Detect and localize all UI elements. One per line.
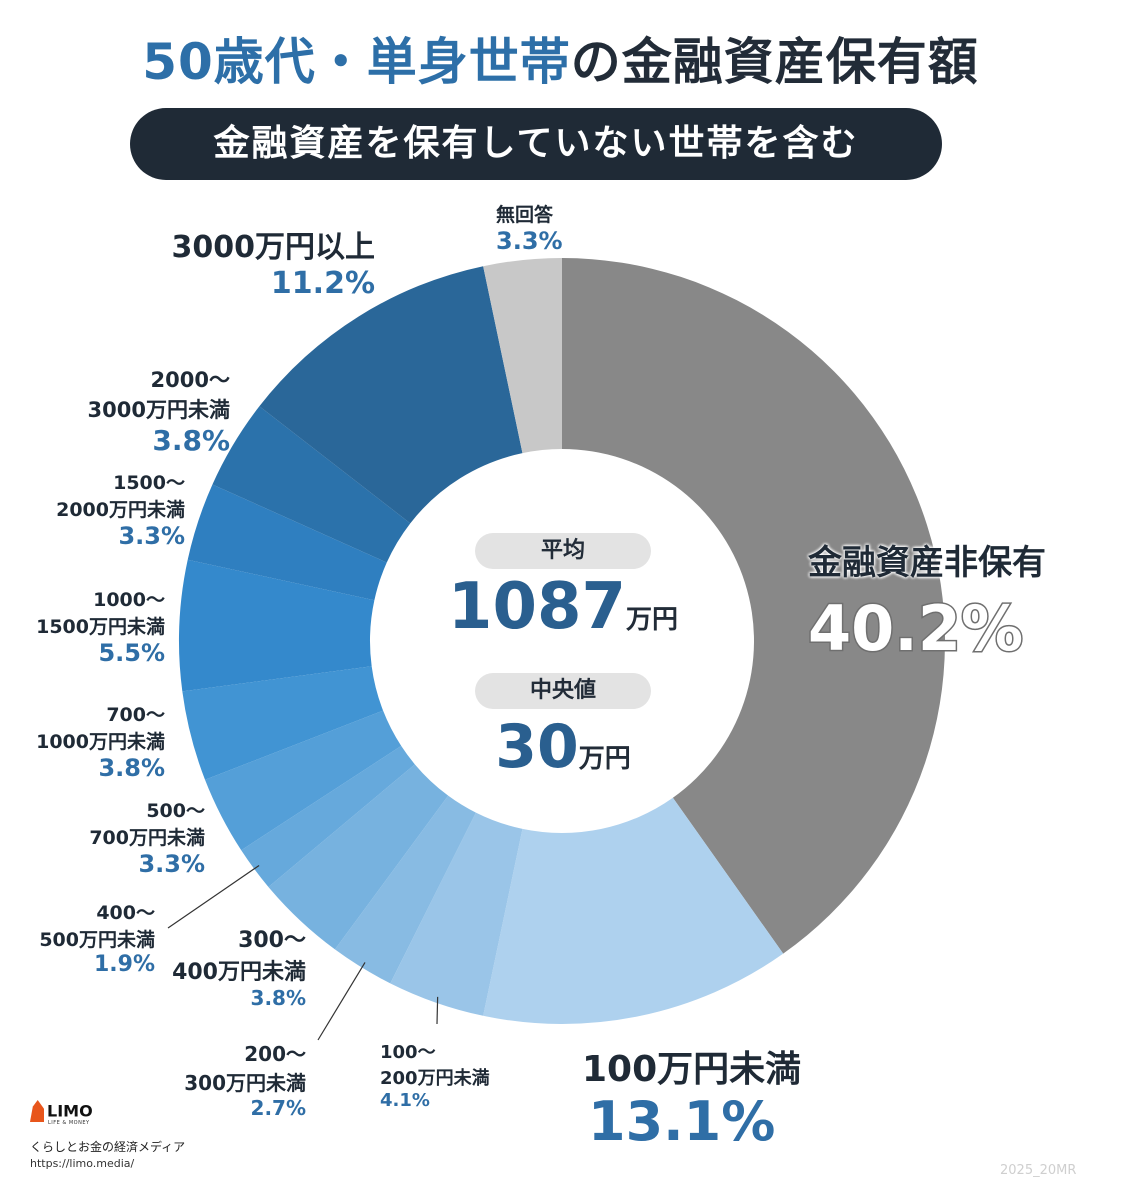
label-2000-3000: 2000〜 3000万円未満 3.8% xyxy=(88,364,230,457)
label-under100-pct: 13.1% xyxy=(588,1090,776,1153)
label-200-300: 200〜 300万円未満 2.7% xyxy=(184,1038,306,1120)
median-label: 中央値 xyxy=(475,673,651,709)
donut-slice-10 xyxy=(212,406,411,563)
logo-sub: LIFE & MONEY xyxy=(48,1120,90,1126)
label-500-700-line2: 700万円未満 xyxy=(89,827,205,849)
label-200-300-line2: 300万円未満 xyxy=(184,1071,306,1095)
donut-slice-6 xyxy=(205,710,402,851)
label-3000-over-pct: 11.2% xyxy=(270,266,375,301)
label-no-answer: 無回答 3.3% xyxy=(496,200,563,255)
label-200-300-pct: 2.7% xyxy=(250,1096,306,1120)
average-number: 1087 xyxy=(447,570,627,644)
donut-slice-1 xyxy=(483,797,784,1024)
label-300-400: 300〜 400万円未満 3.8% xyxy=(172,922,306,1010)
label-700-1000-pct: 3.8% xyxy=(98,754,165,782)
label-3000-over-name: 3000万円以上 xyxy=(171,230,376,265)
label-non-holding-pct: 40.2% xyxy=(806,591,1024,667)
limo-logo: LIMO LIFE & MONEY xyxy=(30,1100,93,1126)
donut-slice-3 xyxy=(334,795,476,984)
label-2000-3000-pct: 3.8% xyxy=(152,424,230,457)
label-100-200-line2: 200万円未満 xyxy=(380,1068,490,1089)
label-700-1000-line2: 1000万円未満 xyxy=(36,731,165,753)
label-1500-2000-pct: 3.3% xyxy=(118,522,185,550)
label-3000-over: 3000万円以上 11.2% xyxy=(172,222,376,301)
label-100-200-line1: 100〜 xyxy=(380,1042,436,1063)
label-300-400-pct: 3.8% xyxy=(250,986,306,1010)
page-title: 50歳代・単身世帯の金融資産保有額 xyxy=(0,22,1121,94)
label-400-500: 400〜 500万円未満 1.9% xyxy=(39,898,155,977)
title-highlight: 50歳代・単身世帯 xyxy=(142,33,571,91)
label-500-700: 500〜 700万円未満 3.3% xyxy=(89,796,205,878)
label-1500-2000: 1500〜 2000万円未満 3.3% xyxy=(56,468,185,550)
label-700-1000: 700〜 1000万円未満 3.8% xyxy=(36,700,165,782)
average-unit: 万円 xyxy=(626,605,679,635)
footer-tagline: くらしとお金の経済メディア xyxy=(30,1140,186,1154)
median-value: 30万円 xyxy=(400,712,726,782)
leader-line-3 xyxy=(317,962,366,1041)
label-400-500-line1: 400〜 xyxy=(96,902,155,924)
donut-slice-7 xyxy=(182,666,384,780)
label-500-700-line1: 500〜 xyxy=(146,800,205,822)
label-400-500-pct: 1.9% xyxy=(93,952,155,977)
donut-slice-0 xyxy=(562,258,946,954)
label-non-holding-name: 金融資産非保有 xyxy=(808,543,1046,583)
average-label: 平均 xyxy=(475,533,651,569)
label-500-700-pct: 3.3% xyxy=(138,850,205,878)
footer-code: 2025_20MR xyxy=(1000,1163,1077,1178)
donut-slice-2 xyxy=(390,812,523,1016)
label-100-200-pct: 4.1% xyxy=(380,1090,430,1111)
subtitle-pill: 金融資産を保有していない世帯を含む xyxy=(130,108,942,180)
label-no-answer-pct: 3.3% xyxy=(496,227,563,255)
label-400-500-line2: 500万円未満 xyxy=(39,929,155,951)
leader-line-5 xyxy=(167,864,260,929)
leader-line-2 xyxy=(436,996,439,1025)
label-1000-1500-line2: 1500万円未満 xyxy=(36,616,165,638)
label-200-300-line1: 200〜 xyxy=(244,1042,306,1066)
label-300-400-line2: 400万円未満 xyxy=(172,960,306,985)
label-1000-1500-line1: 1000〜 xyxy=(93,589,165,611)
median-unit: 万円 xyxy=(578,744,631,774)
donut-slice-5 xyxy=(241,745,415,887)
label-700-1000-line1: 700〜 xyxy=(106,704,165,726)
average-value: 1087万円 xyxy=(400,570,726,644)
donut-slice-9 xyxy=(187,484,387,601)
logo-mark-icon xyxy=(30,1100,44,1122)
donut-slice-8 xyxy=(179,559,375,692)
label-1000-1500: 1000〜 1500万円未満 5.5% xyxy=(36,585,165,667)
donut-slice-4 xyxy=(268,764,449,950)
donut-slice-11 xyxy=(259,266,523,524)
label-1500-2000-line2: 2000万円未満 xyxy=(56,499,185,521)
label-100-200: 100〜 200万円未満 4.1% xyxy=(380,1038,490,1111)
label-2000-3000-line2: 3000万円未満 xyxy=(87,398,230,422)
logo-name: LIMO xyxy=(47,1101,93,1121)
label-2000-3000-line1: 2000〜 xyxy=(150,368,230,392)
label-300-400-line1: 300〜 xyxy=(238,928,306,953)
median-number: 30 xyxy=(495,712,579,782)
label-no-answer-name: 無回答 xyxy=(496,204,554,226)
label-1500-2000-line1: 1500〜 xyxy=(113,472,185,494)
title-rest: の金融資産保有額 xyxy=(570,33,979,91)
footer-url: https://limo.media/ xyxy=(30,1157,135,1170)
label-under100-name: 100万円未満 xyxy=(582,1049,802,1090)
label-1000-1500-pct: 5.5% xyxy=(98,639,165,667)
donut-slice-12 xyxy=(483,258,562,454)
